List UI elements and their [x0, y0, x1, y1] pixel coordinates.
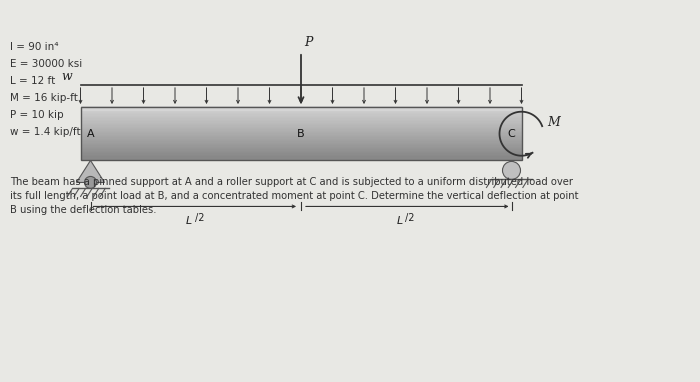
Bar	[80, 120, 522, 121]
Bar	[80, 107, 522, 160]
Bar	[80, 115, 522, 116]
Bar	[80, 118, 522, 120]
Bar	[80, 108, 522, 110]
Bar	[80, 152, 522, 154]
Text: M: M	[547, 116, 560, 129]
Polygon shape	[76, 160, 104, 183]
Bar	[80, 133, 522, 135]
Text: /2: /2	[405, 214, 414, 223]
Text: P = 10 kip: P = 10 kip	[10, 110, 64, 120]
Bar	[80, 117, 522, 119]
Bar	[80, 137, 522, 139]
Text: $L$: $L$	[395, 214, 403, 227]
Bar	[80, 148, 522, 150]
Text: E = 30000 ksi: E = 30000 ksi	[10, 59, 83, 69]
Bar	[80, 141, 522, 143]
Bar	[80, 112, 522, 114]
Bar	[80, 121, 522, 123]
Bar	[80, 107, 522, 111]
Bar	[80, 153, 522, 155]
Bar	[80, 109, 522, 111]
Text: I = 90 in⁴: I = 90 in⁴	[10, 42, 59, 52]
Text: C: C	[508, 129, 515, 139]
Bar	[80, 144, 522, 146]
Bar	[80, 113, 522, 115]
Text: w: w	[62, 70, 73, 83]
Bar	[80, 157, 522, 159]
Text: B using the deflection tables.: B using the deflection tables.	[10, 205, 157, 215]
Bar	[80, 131, 522, 133]
Text: L = 12 ft: L = 12 ft	[10, 76, 55, 86]
Bar	[80, 134, 522, 136]
Text: A: A	[87, 129, 94, 139]
Text: M = 16 kip-ft: M = 16 kip-ft	[10, 93, 78, 103]
Bar	[80, 110, 522, 112]
Text: /2: /2	[195, 214, 204, 223]
Bar	[80, 151, 522, 152]
Bar	[80, 125, 522, 127]
Bar	[80, 132, 522, 134]
Text: B: B	[298, 129, 304, 139]
Text: $L$: $L$	[186, 214, 192, 227]
Bar	[80, 140, 522, 142]
Bar	[80, 126, 522, 128]
Text: its full length, a point load at B, and a concentrated moment at point C. Determ: its full length, a point load at B, and …	[10, 191, 578, 201]
Bar	[80, 107, 522, 108]
Bar	[80, 157, 522, 160]
Bar	[80, 136, 522, 138]
Bar	[80, 128, 522, 130]
Bar	[80, 149, 522, 151]
Bar	[80, 155, 522, 157]
Bar	[80, 123, 522, 125]
Bar	[80, 129, 522, 131]
Circle shape	[503, 162, 521, 180]
Bar	[80, 159, 522, 160]
Bar	[80, 116, 522, 118]
Bar	[80, 124, 522, 126]
Text: w = 1.4 kip/ft: w = 1.4 kip/ft	[10, 127, 80, 137]
Text: P: P	[304, 36, 312, 49]
Circle shape	[85, 176, 97, 188]
Bar	[80, 145, 522, 147]
Bar	[80, 156, 522, 158]
Bar	[80, 139, 522, 141]
Bar	[80, 142, 522, 144]
Bar	[80, 147, 522, 149]
Text: The beam has a pinned support at A and a roller support at C and is subjected to: The beam has a pinned support at A and a…	[10, 177, 573, 187]
